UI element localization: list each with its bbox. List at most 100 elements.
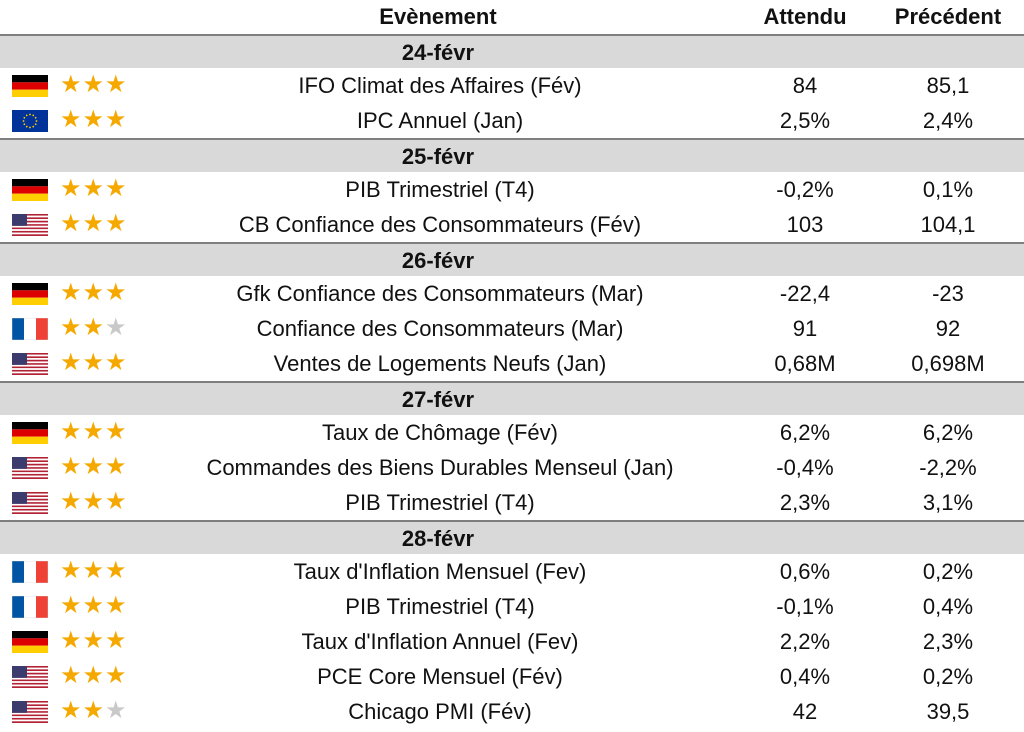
expected-value: 42 xyxy=(792,699,818,724)
star-filled-icon: ★ xyxy=(82,627,106,654)
star-filled-icon: ★ xyxy=(105,627,128,654)
star-empty-icon: ★ xyxy=(105,314,128,341)
star-filled-icon: ★ xyxy=(105,175,128,202)
usa-flag xyxy=(12,457,48,479)
star-filled-icon: ★ xyxy=(60,453,83,480)
france-flag xyxy=(12,318,48,340)
star-filled-icon: ★ xyxy=(105,210,128,237)
table-row: ★★★ Commandes des Biens Durables Menseul … xyxy=(0,450,1024,485)
expected-value: 2,2% xyxy=(779,629,831,654)
star-filled-icon: ★ xyxy=(60,697,83,724)
previous-value: -2,2% xyxy=(919,455,977,480)
star-filled-icon: ★ xyxy=(82,349,106,376)
event-name: PIB Trimestriel (T4) xyxy=(345,177,535,202)
star-filled-icon: ★ xyxy=(60,488,83,515)
previous-value: 2,3% xyxy=(922,629,974,654)
france-flag xyxy=(12,596,48,618)
event-name: Chicago PMI (Fév) xyxy=(348,699,532,724)
expected-value: 91 xyxy=(792,316,818,341)
event-name: IFO Climat des Affaires (Fév) xyxy=(298,73,582,98)
star-filled-icon: ★ xyxy=(60,557,83,584)
importance-stars: ★★★ xyxy=(60,71,128,99)
star-filled-icon: ★ xyxy=(60,418,83,445)
date-row: 24-févr xyxy=(0,34,1024,68)
previous-value: 0,2% xyxy=(922,664,974,689)
star-filled-icon: ★ xyxy=(82,453,106,480)
date-label: 24-févr xyxy=(401,40,475,65)
previous-value: 104,1 xyxy=(920,212,976,237)
star-filled-icon: ★ xyxy=(105,418,128,445)
star-filled-icon: ★ xyxy=(60,627,83,654)
importance-stars: ★★★ xyxy=(60,488,128,516)
previous-value: 0,1% xyxy=(922,177,974,202)
table-row: ★★★ Taux d'Inflation Annuel (Fev) 2,2% 2,3% xyxy=(0,624,1024,659)
event-name: Ventes de Logements Neufs (Jan) xyxy=(273,351,607,376)
event-name: CB Confiance des Consommateurs (Fév) xyxy=(238,212,642,237)
germany-flag xyxy=(12,283,48,305)
germany-flag xyxy=(12,422,48,444)
event-name: Taux de Chômage (Fév) xyxy=(322,420,558,445)
header-expected: Attendu xyxy=(763,4,847,29)
expected-value: 0,6% xyxy=(779,559,831,584)
star-filled-icon: ★ xyxy=(105,279,128,306)
table-row: ★★★ Confiance des Consommateurs (Mar) 91 92 xyxy=(0,311,1024,346)
eu-flag xyxy=(12,110,48,132)
star-filled-icon: ★ xyxy=(105,488,128,515)
star-filled-icon: ★ xyxy=(82,697,106,724)
star-filled-icon: ★ xyxy=(60,210,83,237)
star-filled-icon: ★ xyxy=(60,175,83,202)
importance-stars: ★★★ xyxy=(60,418,128,446)
table-row: ★★★ PIB Trimestriel (T4) 2,3% 3,1% xyxy=(0,485,1024,520)
usa-flag xyxy=(12,492,48,514)
event-name: Confiance des Consommateurs (Mar) xyxy=(256,316,624,341)
table-row: ★★★ PIB Trimestriel (T4) -0,2% 0,1% xyxy=(0,172,1024,207)
importance-stars: ★★★ xyxy=(60,106,128,134)
star-filled-icon: ★ xyxy=(105,71,128,98)
importance-stars: ★★★ xyxy=(60,662,128,690)
previous-value: 39,5 xyxy=(926,699,970,724)
calendar-table: 24-févr ★★★ IFO Climat des Affaires (Fév) 8… xyxy=(0,34,1024,729)
event-name: IPC Annuel (Jan) xyxy=(356,108,524,133)
star-filled-icon: ★ xyxy=(105,662,128,689)
usa-flag xyxy=(12,701,48,723)
event-name: Gfk Confiance des Consommateurs (Mar) xyxy=(236,281,644,306)
importance-stars: ★★★ xyxy=(60,210,128,238)
event-name: Taux d'Inflation Annuel (Fev) xyxy=(301,629,579,654)
importance-stars: ★★★ xyxy=(60,627,128,655)
date-label: 28-févr xyxy=(401,526,475,551)
germany-flag xyxy=(12,75,48,97)
importance-stars: ★★★ xyxy=(60,279,128,307)
table-row: ★★★ PIB Trimestriel (T4) -0,1% 0,4% xyxy=(0,589,1024,624)
star-filled-icon: ★ xyxy=(82,279,106,306)
event-name: PIB Trimestriel (T4) xyxy=(345,594,535,619)
star-filled-icon: ★ xyxy=(60,349,83,376)
star-filled-icon: ★ xyxy=(82,314,106,341)
date-row: 26-févr xyxy=(0,242,1024,276)
star-filled-icon: ★ xyxy=(105,557,128,584)
germany-flag xyxy=(12,179,48,201)
usa-flag xyxy=(12,353,48,375)
table-row: ★★★ CB Confiance des Consommateurs (Fév) 1… xyxy=(0,207,1024,242)
star-filled-icon: ★ xyxy=(82,488,106,515)
previous-value: 0,698M xyxy=(911,351,985,376)
star-filled-icon: ★ xyxy=(60,662,83,689)
table-row: ★★★ PCE Core Mensuel (Fév) 0,4% 0,2% xyxy=(0,659,1024,694)
star-empty-icon: ★ xyxy=(105,697,128,724)
star-filled-icon: ★ xyxy=(82,71,106,98)
table-row: ★★★ Ventes de Logements Neufs (Jan) 0,68M 0… xyxy=(0,346,1024,381)
importance-stars: ★★★ xyxy=(60,175,128,203)
previous-value: 0,2% xyxy=(922,559,974,584)
date-row: 27-févr xyxy=(0,381,1024,415)
date-label: 27-févr xyxy=(401,387,475,412)
star-filled-icon: ★ xyxy=(60,592,83,619)
table-row: ★★★ Taux d'Inflation Mensuel (Fev) 0,6% 0,2… xyxy=(0,554,1024,589)
expected-value: 0,68M xyxy=(774,351,836,376)
star-filled-icon: ★ xyxy=(105,453,128,480)
date-row: 25-févr xyxy=(0,138,1024,172)
event-name: Commandes des Biens Durables Menseul (Ja… xyxy=(206,455,674,480)
importance-stars: ★★★ xyxy=(60,697,128,725)
previous-value: -23 xyxy=(932,281,964,306)
importance-stars: ★★★ xyxy=(60,592,128,620)
expected-value: -0,1% xyxy=(776,594,834,619)
previous-value: 2,4% xyxy=(922,108,974,133)
